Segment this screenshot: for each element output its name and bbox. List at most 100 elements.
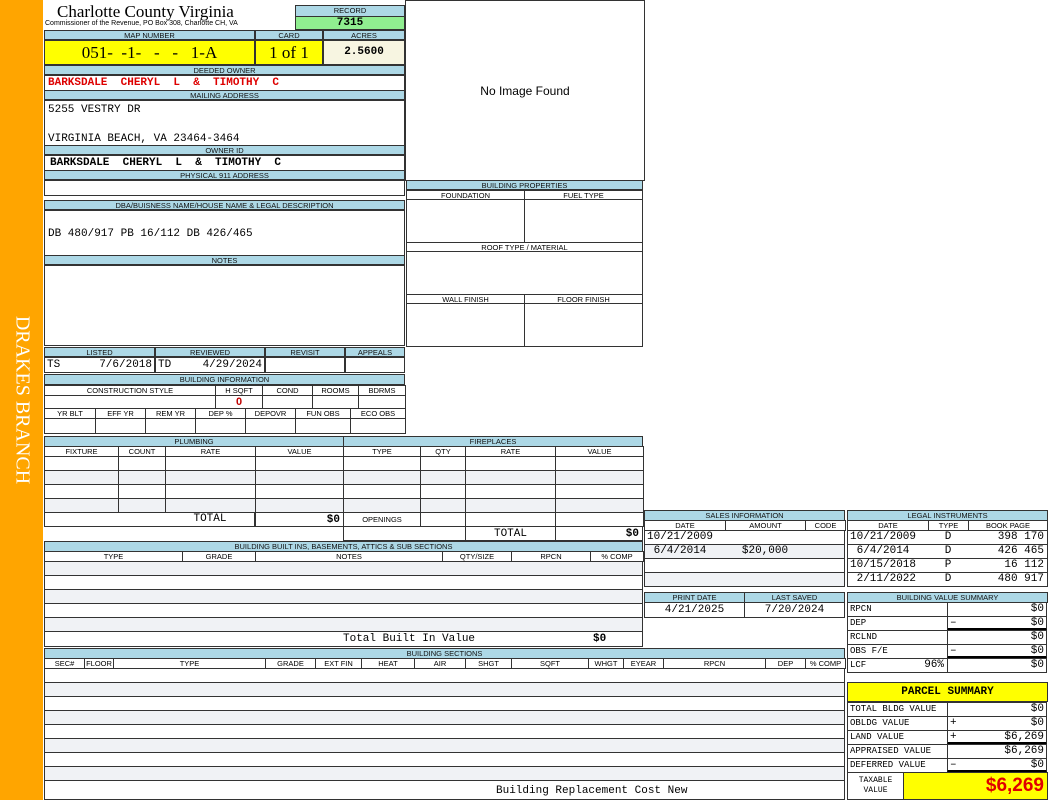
plumbing-cell [165,456,256,471]
plumbing-total-label: TOTAL [193,513,227,525]
last-saved: 7/20/2024 [744,602,845,618]
plumbing-cell [255,498,344,513]
plumbing-cell [44,498,119,513]
sales-row [644,572,845,587]
fireplace-cell [465,456,556,471]
fireplace-cell [555,498,644,513]
mailing-address: 5255 VESTRY DR VIRGINIA BEACH, VA 23464-… [44,100,405,146]
ps-value-cell [947,730,1047,745]
ps-op: + [950,731,957,743]
fireplace-total: $0 [555,526,643,541]
plumbing-cell [118,484,166,499]
builtins-total-row [44,631,643,647]
bvs-value-cell [947,658,1047,673]
bvs-op [947,658,967,672]
plumbing-cell [255,470,344,485]
legal-date: 10/21/2009 [850,531,917,543]
ps-name: APPRAISED VALUE [850,746,932,756]
fireplace-cell [465,470,556,485]
record-number: 7315 [295,16,405,30]
ps-value: $0 [1030,703,1044,715]
print-date: 4/21/2025 [644,602,745,618]
building-info-label: BUILDING INFORMATION [44,374,405,385]
ps-name: TOTAL BLDG VALUE [850,704,937,714]
ps-name: OBLDG VALUE [850,718,910,728]
legal-bookpage: 398 170 [997,531,1044,543]
bvs-pct: 96% [924,659,944,671]
sale-code [805,572,845,586]
legal-date: 2/11/2022 [850,573,917,585]
physical-address [44,180,405,196]
fireplace-cell [465,498,556,513]
sections-row [44,710,845,725]
builtins-total: $0 [593,633,607,645]
card-number: 1 of 1 [255,40,323,65]
replacement-cost-label: Building Replacement Cost New [496,785,688,797]
plumbing-total: $0 [255,512,344,527]
mailing-line-2: VIRGINIA BEACH, VA 23464-3464 [48,133,240,145]
plumbing-cell [118,498,166,513]
ps-op [947,744,967,758]
reviewed-date: 4/29/2024 [202,359,262,371]
builtins-total-label: Total Built In Value [343,633,476,645]
district-label: DRAKES BRANCH [11,315,33,485]
appeals-label: APPEALS [345,347,405,357]
legal-type: D [944,531,952,543]
fireplace-cell [465,484,556,499]
ps-value-cell [947,758,1047,773]
legal-type: D [944,573,952,585]
legal-description-label: DBA/BUISNESS NAME/HOUSE NAME & LEGAL DES… [44,200,405,210]
construction-value [44,395,216,409]
bvs-value-cell [947,644,1047,659]
sale-date [644,572,725,586]
builtins-row [44,561,643,576]
ps-value: $6,269 [1004,745,1044,757]
sale-date: 6/4/2014 [647,545,707,557]
ps-name: LAND VALUE [850,732,905,742]
ps-op: + [950,717,957,729]
fireplace-cell [343,498,421,513]
bvs-name: OBS F/E [850,646,888,656]
notes-label: NOTES [44,255,405,265]
sections-row [44,752,845,767]
fireplace-openings-cell [420,512,466,527]
fireplace-cell [343,484,421,499]
bdrms-value [358,395,406,409]
plumbing-cell [165,470,256,485]
revisit-label: REVISIT [265,347,345,357]
revisit-value [265,357,345,373]
fuel-type-value [524,199,643,243]
sections-row [44,696,845,711]
reviewed-value: TD 4/29/2024 [155,357,265,373]
bvs-name: RPCN [850,604,872,614]
listed-label: LISTED [44,347,155,357]
taxable-value: $6,269 [903,772,1048,800]
dep-value [195,418,246,434]
sale-code [805,530,845,544]
bvs-value: $0 [1030,659,1044,671]
legal-bookpage: 16 112 [1004,559,1044,571]
plumbing-cell [118,470,166,485]
sale-amount [725,558,805,572]
cond-value [262,395,313,409]
listed-date: 7/6/2018 [99,359,152,371]
ps-value: $0 [1030,717,1044,729]
bvs-value: $0 [1030,603,1044,615]
map-number: 051- -1- - - 1-A [44,40,255,65]
rooms-value [312,395,359,409]
fireplace-total-spacer [343,526,466,541]
bvs-name: LCF [850,660,867,670]
parcel-summary-label: PARCEL SUMMARY [847,682,1048,702]
ecoobs-value [350,418,406,434]
sale-amount: $20,000 [741,545,789,557]
sale-date: 10/21/2009 [647,531,714,543]
fireplace-cell [343,470,421,485]
office-subtitle: Commissioner of the Revenue, PO Box 308,… [45,20,238,27]
builtins-row [44,603,643,618]
fireplace-cell [555,470,644,485]
reviewed-by: TD [158,359,172,371]
roof-value [406,251,643,295]
builtins-row [44,589,643,604]
funobs-value [295,418,351,434]
effyr-value [95,418,146,434]
